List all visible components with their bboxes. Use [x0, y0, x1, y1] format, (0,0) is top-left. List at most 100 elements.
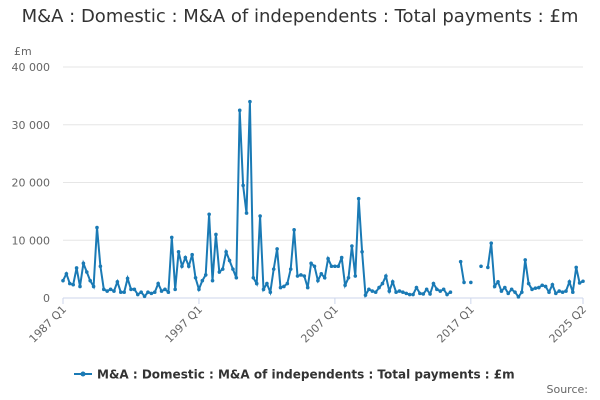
- point: [299, 273, 303, 277]
- point: [581, 279, 585, 284]
- point: [98, 264, 103, 269]
- point: [285, 281, 290, 286]
- point: [248, 99, 252, 104]
- x-tick-label: 2017 Q1: [434, 303, 477, 346]
- point: [292, 228, 296, 232]
- point: [149, 291, 154, 296]
- point: [275, 247, 279, 251]
- point: [458, 259, 463, 264]
- x-tick-label: 1997 Q1: [163, 303, 206, 346]
- point: [462, 280, 466, 285]
- point: [390, 280, 395, 284]
- point: [207, 212, 211, 217]
- point: [61, 278, 65, 283]
- point: [271, 267, 276, 271]
- y-tick-label: 20 000: [12, 177, 51, 190]
- point: [237, 108, 242, 113]
- point: [71, 282, 75, 287]
- point: [105, 289, 109, 293]
- x-tick-label: 2025 Q2: [547, 303, 590, 346]
- point: [309, 261, 313, 266]
- point: [200, 278, 205, 283]
- point: [319, 271, 324, 276]
- y-tick-label: 30 000: [12, 119, 51, 132]
- point: [173, 287, 177, 292]
- point: [67, 281, 72, 286]
- point: [496, 280, 500, 284]
- point: [234, 275, 239, 280]
- point: [394, 290, 398, 295]
- point: [305, 285, 310, 290]
- point: [203, 273, 208, 277]
- point: [268, 290, 273, 295]
- point: [186, 264, 191, 269]
- point: [520, 290, 524, 295]
- point: [108, 287, 113, 292]
- point: [183, 255, 188, 260]
- point: [571, 290, 575, 295]
- point: [343, 283, 347, 288]
- point: [220, 267, 225, 271]
- point: [380, 281, 385, 286]
- point: [159, 289, 164, 293]
- point: [241, 183, 245, 188]
- point: [312, 264, 317, 269]
- point: [180, 264, 184, 269]
- point: [132, 287, 137, 292]
- point: [231, 267, 235, 271]
- point: [261, 287, 266, 292]
- point: [537, 285, 541, 290]
- y-tick-label: 0: [43, 292, 50, 305]
- point: [139, 290, 143, 295]
- y-unit: £m: [14, 45, 32, 58]
- point: [129, 287, 133, 292]
- point: [367, 287, 371, 292]
- point: [333, 264, 337, 269]
- point: [78, 284, 82, 289]
- point: [326, 256, 330, 261]
- point: [424, 287, 429, 292]
- point: [227, 258, 232, 263]
- point: [152, 290, 157, 295]
- point: [492, 284, 497, 289]
- point: [370, 289, 375, 293]
- point: [577, 281, 582, 285]
- point: [169, 235, 174, 240]
- point: [339, 255, 344, 260]
- point: [438, 289, 443, 293]
- point: [91, 284, 96, 289]
- point: [486, 265, 490, 270]
- point: [265, 281, 269, 286]
- point: [197, 287, 201, 292]
- point: [557, 289, 562, 293]
- point: [397, 289, 402, 293]
- point: [533, 286, 538, 290]
- point: [543, 284, 548, 289]
- point: [448, 290, 453, 295]
- point: [282, 284, 286, 289]
- point: [176, 250, 181, 254]
- point: [387, 289, 392, 293]
- point: [421, 292, 426, 296]
- series-line: [62, 101, 584, 299]
- point: [540, 283, 545, 288]
- legend-marker: [80, 371, 86, 377]
- legend-label: M&A : Domestic : M&A of independents : T…: [97, 368, 515, 382]
- point: [112, 289, 116, 293]
- point: [302, 274, 307, 278]
- chart-title: M&A : Domestic : M&A of independents : T…: [21, 6, 579, 27]
- point: [547, 290, 551, 295]
- point: [489, 241, 494, 245]
- point: [414, 285, 419, 290]
- point: [217, 270, 222, 274]
- point: [479, 264, 483, 269]
- point: [288, 267, 293, 271]
- point: [122, 290, 126, 295]
- point: [353, 274, 358, 278]
- point: [564, 289, 568, 293]
- point: [509, 287, 514, 292]
- point: [377, 285, 381, 290]
- point: [101, 287, 106, 292]
- point: [214, 232, 218, 237]
